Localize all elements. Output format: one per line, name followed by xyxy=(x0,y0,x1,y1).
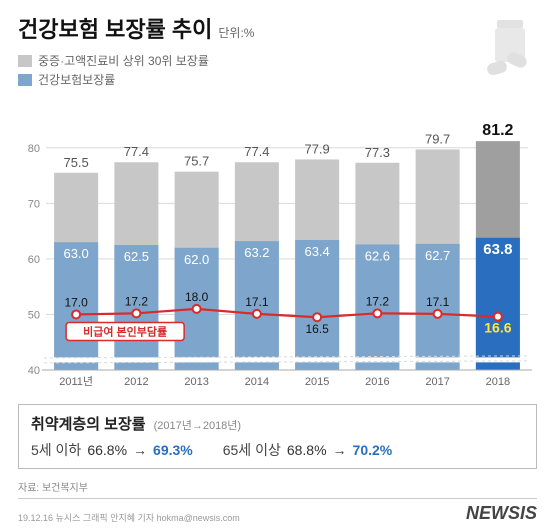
svg-text:62.5: 62.5 xyxy=(124,249,149,264)
svg-text:17.1: 17.1 xyxy=(245,295,269,309)
sub-label: 5세 이하 xyxy=(31,440,81,460)
svg-text:2011년: 2011년 xyxy=(59,375,93,388)
svg-text:75.5: 75.5 xyxy=(63,155,88,170)
chart-title: 건강보험 보장률 추이 xyxy=(18,12,212,44)
sub-old-value: 68.8% xyxy=(287,442,327,458)
svg-text:16.6: 16.6 xyxy=(484,320,511,336)
svg-text:77.4: 77.4 xyxy=(124,144,149,159)
svg-text:비급여 본인부담률: 비급여 본인부담률 xyxy=(83,324,167,338)
svg-text:17.2: 17.2 xyxy=(366,294,390,308)
pill-bottle-icon xyxy=(457,14,527,89)
svg-text:62.7: 62.7 xyxy=(425,248,450,263)
svg-text:77.9: 77.9 xyxy=(304,141,329,156)
svg-text:63.2: 63.2 xyxy=(244,245,269,260)
svg-text:63.4: 63.4 xyxy=(304,244,329,259)
svg-text:17.2: 17.2 xyxy=(125,294,149,308)
subbox-year-note: (2017년→2018년) xyxy=(154,417,242,433)
subbox-title: 취약계층의 보장률 xyxy=(31,413,146,434)
svg-text:63.0: 63.0 xyxy=(63,246,88,261)
sub-label: 65세 이상 xyxy=(223,440,281,460)
unit-label: 단위:% xyxy=(218,24,254,41)
svg-text:75.7: 75.7 xyxy=(184,154,209,169)
svg-text:50: 50 xyxy=(28,309,40,321)
svg-text:2014: 2014 xyxy=(245,376,269,388)
sub-old-value: 66.8% xyxy=(87,442,127,458)
subbox: 취약계층의 보장률 (2017년→2018년) 5세 이하 66.8% → 69.3%… xyxy=(18,404,537,469)
arrow-icon: → xyxy=(333,442,347,458)
svg-text:2016: 2016 xyxy=(365,376,389,388)
svg-text:70: 70 xyxy=(28,198,40,210)
svg-text:2015: 2015 xyxy=(305,376,329,388)
svg-text:2012: 2012 xyxy=(124,376,148,388)
footer-credit: 19.12.16 뉴시스 그래픽 안지혜 기자 hokma@newsis.com xyxy=(18,511,240,524)
svg-text:62.0: 62.0 xyxy=(184,252,209,267)
svg-text:77.4: 77.4 xyxy=(244,144,269,159)
svg-text:40: 40 xyxy=(28,365,40,377)
svg-text:77.3: 77.3 xyxy=(365,145,390,160)
chart: 40 50 60 70 80 75.5 77.4 75.7 77.4 77.9 77.3 79.7 81… xyxy=(18,92,538,392)
legend-box-2 xyxy=(18,74,32,86)
arrow-icon: → xyxy=(133,442,147,458)
subbox-row: 65세 이상 68.8% → 70.2% xyxy=(223,440,393,460)
svg-text:2013: 2013 xyxy=(184,376,208,388)
svg-text:62.6: 62.6 xyxy=(365,248,390,263)
svg-text:60: 60 xyxy=(28,254,40,266)
svg-text:18.0: 18.0 xyxy=(185,290,209,304)
svg-text:79.7: 79.7 xyxy=(425,131,450,146)
svg-text:2017: 2017 xyxy=(425,376,449,388)
source: 자료: 보건복지부 xyxy=(18,479,537,494)
legend-label-2: 건강보험보장률 xyxy=(38,71,115,88)
svg-text:2018: 2018 xyxy=(486,376,510,388)
svg-text:63.8: 63.8 xyxy=(483,241,512,258)
divider xyxy=(18,498,537,499)
subbox-row: 5세 이하 66.8% → 69.3% xyxy=(31,440,193,460)
svg-text:81.2: 81.2 xyxy=(482,122,513,139)
newsis-logo: NEWSIS xyxy=(466,503,537,524)
legend-label-1: 중증·고액진료비 상위 30위 보장률 xyxy=(38,52,209,69)
legend-box-1 xyxy=(18,55,32,67)
sub-new-value: 69.3% xyxy=(153,442,193,458)
svg-text:17.0: 17.0 xyxy=(64,295,88,309)
svg-text:80: 80 xyxy=(28,143,40,155)
svg-text:17.1: 17.1 xyxy=(426,295,450,309)
svg-text:16.5: 16.5 xyxy=(305,322,329,336)
sub-new-value: 70.2% xyxy=(353,442,393,458)
